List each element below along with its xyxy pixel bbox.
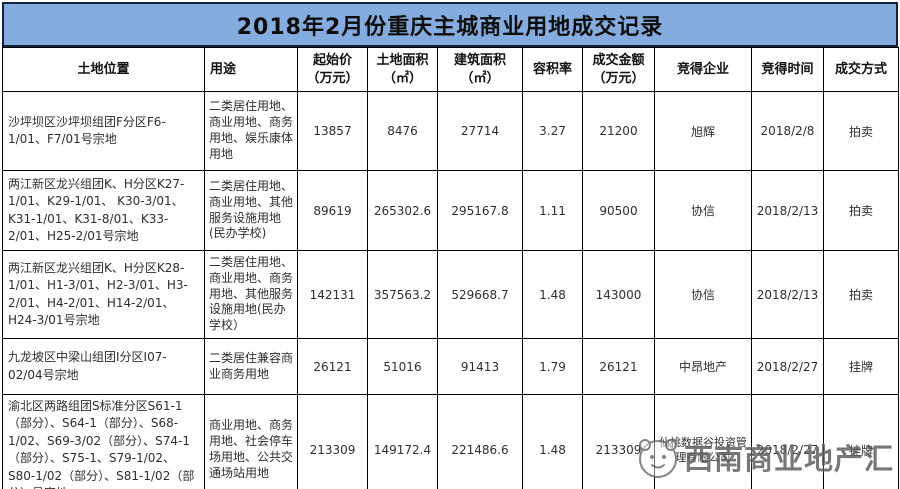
cell-land-area: 265302.6	[367, 170, 438, 251]
cell-winning-company: 仙桃数据谷投资管理有限公司	[654, 393, 752, 489]
cell-location: 九龙坡区中梁山组团I分区I07-02/04号宗地	[2, 338, 205, 395]
cell-winning-date: 2018/2/13	[751, 250, 824, 339]
cell-building-area: 221486.6	[437, 393, 523, 489]
table-title-bar: 2018年2月份重庆主城商业用地成交记录	[2, 2, 898, 47]
cell-deal-method: 挂牌	[823, 393, 899, 489]
cell-building-area: 91413	[437, 338, 523, 395]
table-row: 沙坪坝区沙坪坝组团F分区F6-1/01、F7/01号宗地 二类居住用地、商业用地…	[2, 91, 899, 171]
header-row: 土地位置 用途 起始价 （万元） 土地面积 （㎡） 建筑面积 （㎡） 容积率 成…	[2, 47, 899, 92]
col-header-building-area: 建筑面积 （㎡）	[437, 47, 523, 92]
cell-winning-date: 2018/2/8	[751, 91, 824, 171]
cell-deal-method: 拍卖	[823, 91, 899, 171]
cell-location: 渝北区两路组团S标准分区S61-1（部分）、S64-1（部分）、S68-1/02…	[2, 393, 205, 489]
cell-winning-company: 协信	[654, 250, 752, 339]
page-title: 2018年2月份重庆主城商业用地成交记录	[236, 14, 664, 40]
cell-plot-ratio: 3.27	[522, 91, 583, 171]
cell-winning-company: 中昂地产	[654, 338, 752, 395]
cell-deal-amount: 26121	[582, 338, 655, 395]
cell-winning-date: 2018/2/27	[751, 338, 824, 395]
table-row: 两江新区龙兴组团K、H分区K28-1/01、H1-3/01、H2-3/01、H3…	[2, 250, 899, 339]
cell-deal-amount: 213309	[582, 393, 655, 489]
table-row: 渝北区两路组团S标准分区S61-1（部分）、S64-1（部分）、S68-1/02…	[2, 393, 899, 489]
col-header-use: 用途	[204, 47, 298, 92]
col-header-land-area: 土地面积 （㎡）	[367, 47, 438, 92]
cell-land-area: 357563.2	[367, 250, 438, 339]
cell-start-price: 89619	[297, 170, 368, 251]
cell-location: 沙坪坝区沙坪坝组团F分区F6-1/01、F7/01号宗地	[2, 91, 205, 171]
cell-deal-amount: 90500	[582, 170, 655, 251]
cell-building-area: 529668.7	[437, 250, 523, 339]
cell-start-price: 26121	[297, 338, 368, 395]
cell-deal-method: 拍卖	[823, 250, 899, 339]
cell-winning-date: 2018/2/27	[751, 393, 824, 489]
cell-use: 商业用地、商务用地、社会停车场用地、公共交通场站用地	[204, 393, 298, 489]
cell-winning-company: 旭辉	[654, 91, 752, 171]
cell-start-price: 13857	[297, 91, 368, 171]
col-header-start-price: 起始价 （万元）	[297, 47, 368, 92]
cell-winning-company: 协信	[654, 170, 752, 251]
cell-deal-method: 拍卖	[823, 170, 899, 251]
cell-start-price: 213309	[297, 393, 368, 489]
cell-use: 二类居住用地、商业用地、其他服务设施用地(民办学校)	[204, 170, 298, 251]
col-header-plot-ratio: 容积率	[522, 47, 583, 92]
cell-use: 二类居住兼容商业商务用地	[204, 338, 298, 395]
cell-building-area: 295167.8	[437, 170, 523, 251]
cell-winning-date: 2018/2/13	[751, 170, 824, 251]
cell-deal-method: 挂牌	[823, 338, 899, 395]
cell-plot-ratio: 1.79	[522, 338, 583, 395]
cell-land-area: 51016	[367, 338, 438, 395]
cell-location: 两江新区龙兴组团K、H分区K28-1/01、H1-3/01、H2-3/01、H3…	[2, 250, 205, 339]
cell-plot-ratio: 1.48	[522, 393, 583, 489]
cell-plot-ratio: 1.48	[522, 250, 583, 339]
land-deal-table: 土地位置 用途 起始价 （万元） 土地面积 （㎡） 建筑面积 （㎡） 容积率 成…	[2, 47, 899, 489]
col-header-winning-company: 竞得企业	[654, 47, 752, 92]
cell-plot-ratio: 1.11	[522, 170, 583, 251]
col-header-location: 土地位置	[2, 47, 205, 92]
cell-start-price: 142131	[297, 250, 368, 339]
col-header-winning-date: 竞得时间	[751, 47, 824, 92]
cell-deal-amount: 21200	[582, 91, 655, 171]
cell-use: 二类居住用地、商业用地、商务用地、娱乐康体用地	[204, 91, 298, 171]
table-row: 九龙坡区中梁山组团I分区I07-02/04号宗地 二类居住兼容商业商务用地 26…	[2, 338, 899, 395]
col-header-deal-method: 成交方式	[823, 47, 899, 92]
cell-land-area: 149172.4	[367, 393, 438, 489]
cell-land-area: 8476	[367, 91, 438, 171]
table-row: 两江新区龙兴组团K、H分区K27-1/01、K29-1/01、 K30-3/01…	[2, 170, 899, 251]
col-header-deal-amount: 成交金额 （万元）	[582, 47, 655, 92]
cell-location: 两江新区龙兴组团K、H分区K27-1/01、K29-1/01、 K30-3/01…	[2, 170, 205, 251]
cell-building-area: 27714	[437, 91, 523, 171]
cell-use: 二类居住用地、商业用地、商务用地、其他服务设施用地(民办学校）	[204, 250, 298, 339]
cell-deal-amount: 143000	[582, 250, 655, 339]
